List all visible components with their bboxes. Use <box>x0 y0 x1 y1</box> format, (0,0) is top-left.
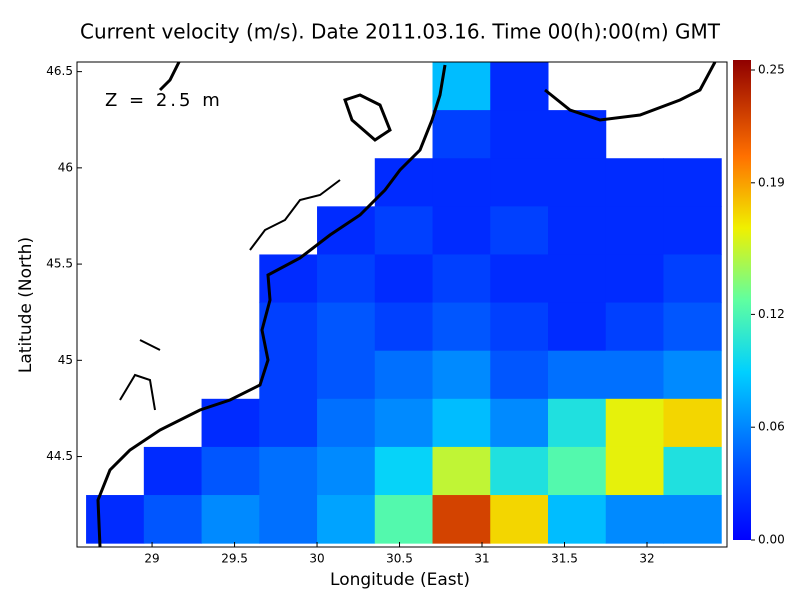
velocity-cell <box>259 302 318 352</box>
velocity-cell <box>663 206 722 255</box>
velocity-cell <box>374 398 434 448</box>
velocity-cell <box>374 446 434 496</box>
y-tick-label: 45 <box>58 353 73 367</box>
velocity-cell <box>548 398 607 448</box>
velocity-cell <box>432 446 491 496</box>
velocity-cell <box>663 158 722 207</box>
velocity-cell <box>432 254 491 304</box>
velocity-cell <box>663 302 722 352</box>
velocity-cell <box>548 302 607 352</box>
velocity-cell <box>605 302 664 352</box>
velocity-cell <box>432 110 491 159</box>
velocity-cell <box>317 446 376 496</box>
velocity-cell <box>432 350 491 400</box>
velocity-cell <box>490 158 549 207</box>
velocity-cell <box>374 495 434 544</box>
velocity-cell <box>374 302 434 352</box>
velocity-cell <box>259 398 318 448</box>
velocity-cell <box>317 302 376 352</box>
velocity-cell <box>663 254 722 304</box>
velocity-cell <box>317 495 376 544</box>
velocity-cell <box>374 254 434 304</box>
velocity-cell <box>548 495 607 544</box>
x-tick-label: 31 <box>474 552 489 566</box>
coastline-inland <box>119 179 341 411</box>
x-tick-label: 29 <box>144 552 159 566</box>
velocity-cell <box>432 206 491 255</box>
velocity-cell <box>317 254 376 304</box>
velocity-cell <box>663 398 722 448</box>
velocity-cell <box>605 158 664 207</box>
velocity-cell <box>259 495 318 544</box>
velocity-cell <box>548 350 607 400</box>
velocity-cell <box>317 398 376 448</box>
velocity-cell <box>548 446 607 496</box>
y-tick-label: 45.5 <box>46 257 73 271</box>
depth-annotation: Z = 2.5 m <box>105 90 223 111</box>
velocity-cell <box>490 110 549 159</box>
velocity-cell <box>490 206 549 255</box>
velocity-cell <box>490 254 549 304</box>
coastline <box>96 62 717 547</box>
chart-title: Current velocity (m/s). Date 2011.03.16.… <box>80 20 721 44</box>
velocity-cell <box>317 206 376 255</box>
velocity-cell <box>605 446 664 496</box>
velocity-cell <box>143 495 203 544</box>
velocity-cell <box>490 302 549 352</box>
field <box>86 62 722 544</box>
velocity-cell <box>605 495 664 544</box>
velocity-cell <box>548 110 607 159</box>
colorbar-tick-label: 0.06 <box>758 420 785 434</box>
velocity-cell <box>432 158 491 207</box>
colorbar-tick-label: 0.00 <box>758 533 785 547</box>
velocity-cell <box>605 254 664 304</box>
colorbar <box>733 60 751 540</box>
velocity-cell <box>548 206 607 255</box>
velocity-cell <box>490 398 549 448</box>
y-tick-label: 46 <box>58 160 73 174</box>
velocity-cell <box>432 398 491 448</box>
colorbar-tick-label: 0.25 <box>758 63 785 77</box>
velocity-cell <box>663 350 722 400</box>
velocity-cell <box>605 206 664 255</box>
velocity-cell <box>143 446 203 496</box>
velocity-cell <box>663 446 722 496</box>
velocity-cell <box>548 158 607 207</box>
velocity-cell <box>490 350 549 400</box>
velocity-cell <box>605 350 664 400</box>
x-tick-label: 31.5 <box>551 552 578 566</box>
plot-frame <box>76 61 728 548</box>
x-axis-label: Longitude (East) <box>330 570 470 590</box>
y-axis-label: Latitude (North) <box>16 237 36 373</box>
x-tick-label: 29.5 <box>221 552 248 566</box>
velocity-cell <box>432 495 491 544</box>
y-tick-label: 46.5 <box>46 64 73 78</box>
velocity-cell <box>201 446 260 496</box>
colorbar-tick-label: 0.19 <box>758 175 785 189</box>
velocity-cell <box>374 206 434 255</box>
colorbar-tick-label: 0.12 <box>758 307 785 321</box>
velocity-cell <box>490 495 549 544</box>
y-tick-label: 44.5 <box>46 449 73 463</box>
x-tick-label: 32 <box>639 552 654 566</box>
x-tick-label: 30.5 <box>386 552 413 566</box>
velocity-cell <box>317 350 376 400</box>
velocity-cell <box>374 350 434 400</box>
velocity-cell <box>86 495 145 544</box>
velocity-cell <box>201 495 260 544</box>
velocity-cell <box>490 62 549 111</box>
velocity-cell <box>548 254 607 304</box>
velocity-cell <box>259 446 318 496</box>
velocity-cell <box>605 398 664 448</box>
x-tick-label: 30 <box>309 552 324 566</box>
velocity-cell <box>432 302 491 352</box>
velocity-cell <box>490 446 549 496</box>
velocity-cell <box>663 495 722 544</box>
